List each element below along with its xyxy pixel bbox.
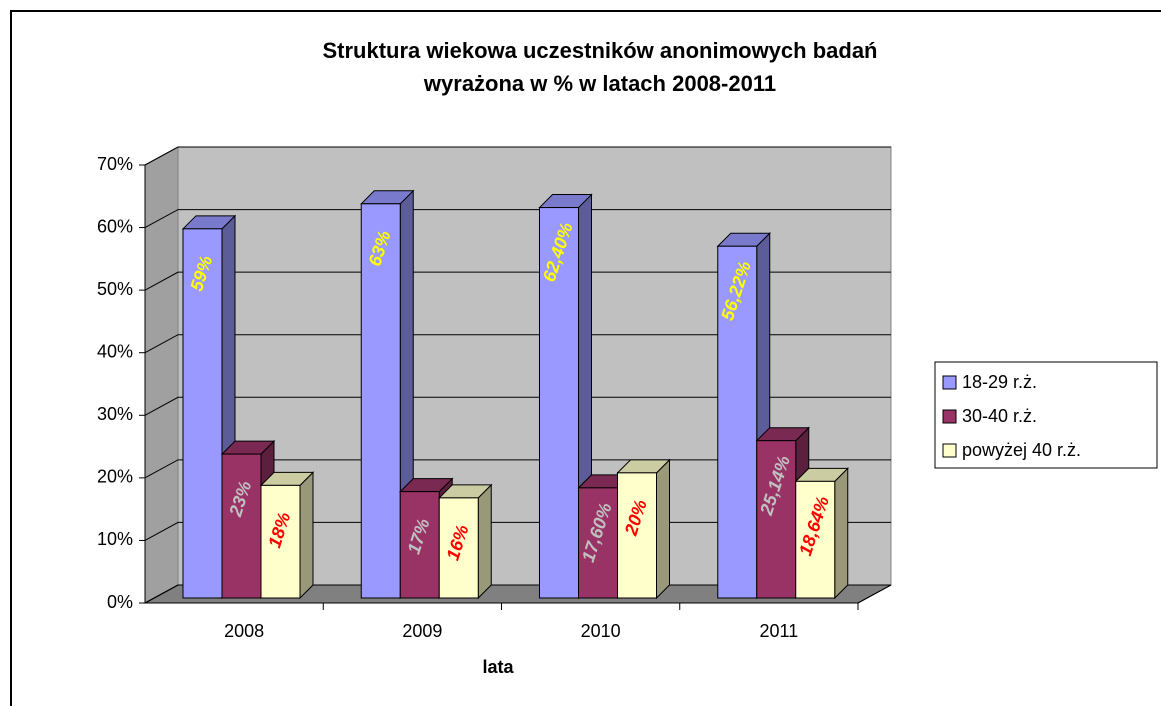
bar-front — [399, 491, 440, 599]
x-tick-label: 2010 — [581, 621, 621, 641]
grid-line — [144, 209, 891, 229]
y-tick-label: 60% — [97, 216, 133, 236]
bar-front — [795, 480, 836, 599]
legend-swatch — [942, 375, 957, 390]
bar — [616, 458, 671, 600]
y-tick-label: 50% — [97, 279, 133, 299]
y-tick-label: 20% — [97, 467, 133, 487]
chart-title: Struktura wiekowa uczestników anonimowyc… — [322, 38, 878, 96]
legend-swatch — [942, 443, 957, 458]
legend-box — [934, 361, 1158, 469]
x-tick-label: 2009 — [402, 621, 442, 641]
grid-line — [144, 271, 891, 291]
bar-side — [834, 467, 849, 600]
legend-swatch — [942, 409, 957, 424]
legend-label: 30-40 r.ż. — [962, 406, 1037, 426]
legend-label: powyżej 40 r.ż. — [962, 440, 1081, 460]
bar-side — [477, 483, 492, 600]
bar-front — [539, 207, 579, 599]
y-tick-label: 40% — [97, 341, 133, 361]
grid-line — [144, 396, 891, 416]
bar-front — [360, 203, 401, 599]
bar — [755, 426, 810, 600]
side-wall — [144, 146, 179, 604]
bar-side — [299, 471, 314, 600]
bar-front — [182, 228, 223, 599]
chart-frame — [10, 10, 1161, 706]
bar-front — [438, 497, 479, 599]
bar-front — [578, 487, 618, 599]
x-tick-label: 2008 — [224, 621, 264, 641]
bar-front — [260, 484, 301, 599]
bar-front — [717, 245, 758, 599]
bar-front — [221, 453, 262, 599]
bar-front — [617, 472, 657, 599]
x-axis-title: lata — [482, 657, 514, 677]
grid-line — [144, 146, 891, 166]
y-tick-label: 70% — [97, 154, 133, 174]
y-tick-label: 10% — [97, 529, 133, 549]
bar-side — [656, 458, 670, 600]
y-tick-label: 30% — [97, 404, 133, 424]
bar — [259, 471, 315, 600]
bar — [438, 483, 493, 600]
bar — [794, 467, 849, 600]
y-tick-label: 0% — [107, 592, 133, 612]
legend-label: 18-29 r.ż. — [962, 372, 1037, 392]
grid-line — [144, 334, 891, 354]
bar-front — [756, 440, 797, 599]
x-tick-label: 2011 — [760, 621, 799, 641]
